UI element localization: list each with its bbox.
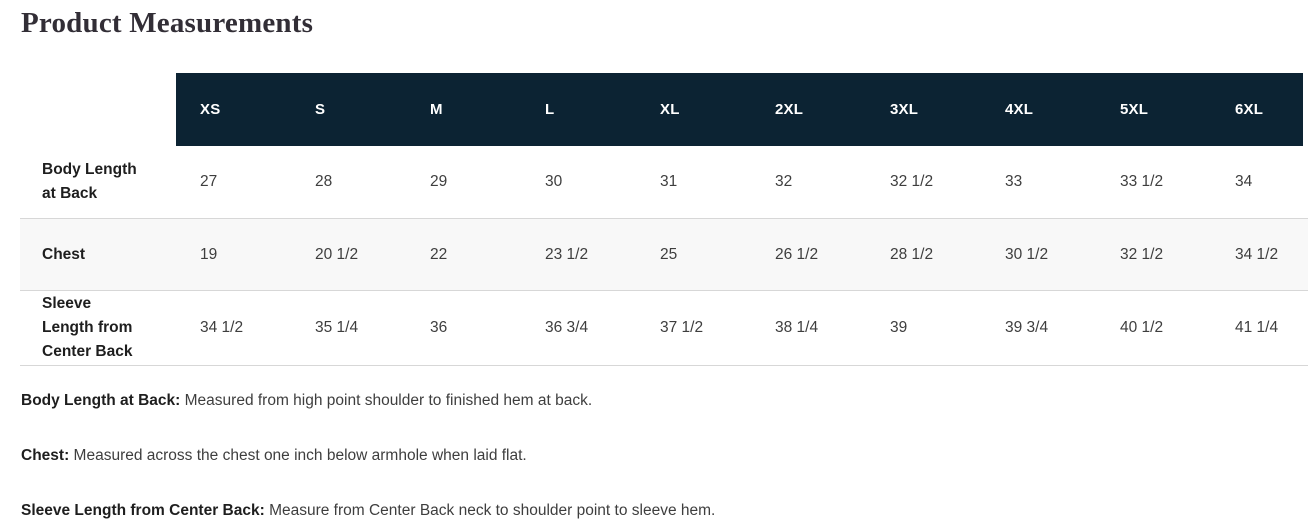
measurement-cell: 29 [430, 173, 448, 190]
measurement-cell: 34 1/2 [1235, 245, 1279, 263]
size-chart-container: XS S M L XL 2XL 3XL 4XL 5XL 6XL Body Len… [20, 73, 1308, 366]
measurement-cell: 35 1/4 [315, 319, 359, 336]
measurement-cell: 28 [315, 173, 333, 190]
definition-term: Sleeve Length from Center Back: [21, 502, 265, 519]
measurement-cell: 36 [430, 319, 448, 336]
measurement-cell: 41 1/4 [1235, 319, 1279, 336]
size-column-header-xs: XS [176, 73, 291, 146]
measurement-cell: 39 3/4 [1005, 319, 1049, 336]
measurement-cell: 39 [890, 319, 908, 336]
measurement-cell: 22 [430, 245, 448, 263]
size-column-header-s: S [291, 73, 406, 146]
measurement-cell: 34 1/2 [200, 319, 244, 336]
measurement-definition-chest: Chest: Measured across the chest one inc… [21, 447, 1308, 464]
measurement-cell: 37 1/2 [660, 319, 704, 336]
measurement-cell: 36 3/4 [545, 319, 589, 336]
table-row-body-length: Body Length at Back 27 28 29 30 31 32 32… [20, 146, 1308, 219]
page-title: Product Measurements [21, 7, 314, 39]
measurement-cell: 27 [200, 173, 218, 190]
measurements-table: XS S M L XL 2XL 3XL 4XL 5XL 6XL Body Len… [20, 73, 1308, 366]
size-column-header-xl: XL [636, 73, 751, 146]
measurement-cell: 23 1/2 [545, 245, 589, 263]
measurement-cell: 20 1/2 [315, 245, 359, 263]
size-column-header-5xl: 5XL [1096, 73, 1211, 146]
row-label: Sleeve Length from Center Back [42, 295, 133, 360]
size-column-header-2xl: 2XL [751, 73, 866, 146]
table-row-sleeve-length: Sleeve Length from Center Back 34 1/2 35… [20, 291, 1308, 366]
measurement-cell: 34 [1235, 173, 1253, 190]
measurement-cell: 32 1/2 [1120, 245, 1164, 263]
measurement-cell: 38 1/4 [775, 319, 819, 336]
measurement-cell: 28 1/2 [890, 245, 934, 263]
size-column-header-l: L [521, 73, 636, 146]
measurement-cell: 30 [545, 173, 563, 190]
definition-text: Measured across the chest one inch below… [69, 447, 527, 464]
size-header-row: XS S M L XL 2XL 3XL 4XL 5XL 6XL [20, 73, 1308, 146]
definition-term: Chest: [21, 447, 70, 464]
measurement-cell: 19 [200, 245, 218, 263]
measurement-cell: 32 1/2 [890, 173, 934, 190]
measurement-cell: 32 [775, 173, 793, 190]
measurement-definitions: Body Length at Back: Measured from high … [21, 392, 1308, 519]
size-column-header-4xl: 4XL [981, 73, 1096, 146]
definition-text: Measured from high point shoulder to fin… [180, 392, 593, 409]
measurement-definition-body-length: Body Length at Back: Measured from high … [21, 392, 1308, 409]
measurement-cell: 33 1/2 [1120, 173, 1164, 190]
measurement-cell: 30 1/2 [1005, 245, 1049, 263]
measurement-cell: 31 [660, 173, 678, 190]
row-label: Chest [42, 245, 86, 263]
table-row-chest: Chest 19 20 1/2 22 23 1/2 25 26 1/2 28 1… [20, 218, 1308, 291]
row-label: Body Length at Back [42, 161, 137, 202]
definition-text: Measure from Center Back neck to shoulde… [264, 502, 716, 519]
measurement-cell: 25 [660, 245, 678, 263]
measurement-cell: 26 1/2 [775, 245, 819, 263]
measurement-definition-sleeve-length: Sleeve Length from Center Back: Measure … [21, 502, 1308, 519]
size-column-header-6xl: 6XL [1211, 73, 1308, 146]
definition-term: Body Length at Back: [21, 392, 181, 409]
corner-cell [20, 73, 176, 146]
measurement-cell: 40 1/2 [1120, 319, 1164, 336]
size-column-header-3xl: 3XL [866, 73, 981, 146]
size-column-header-m: M [406, 73, 521, 146]
measurement-cell: 33 [1005, 173, 1023, 190]
